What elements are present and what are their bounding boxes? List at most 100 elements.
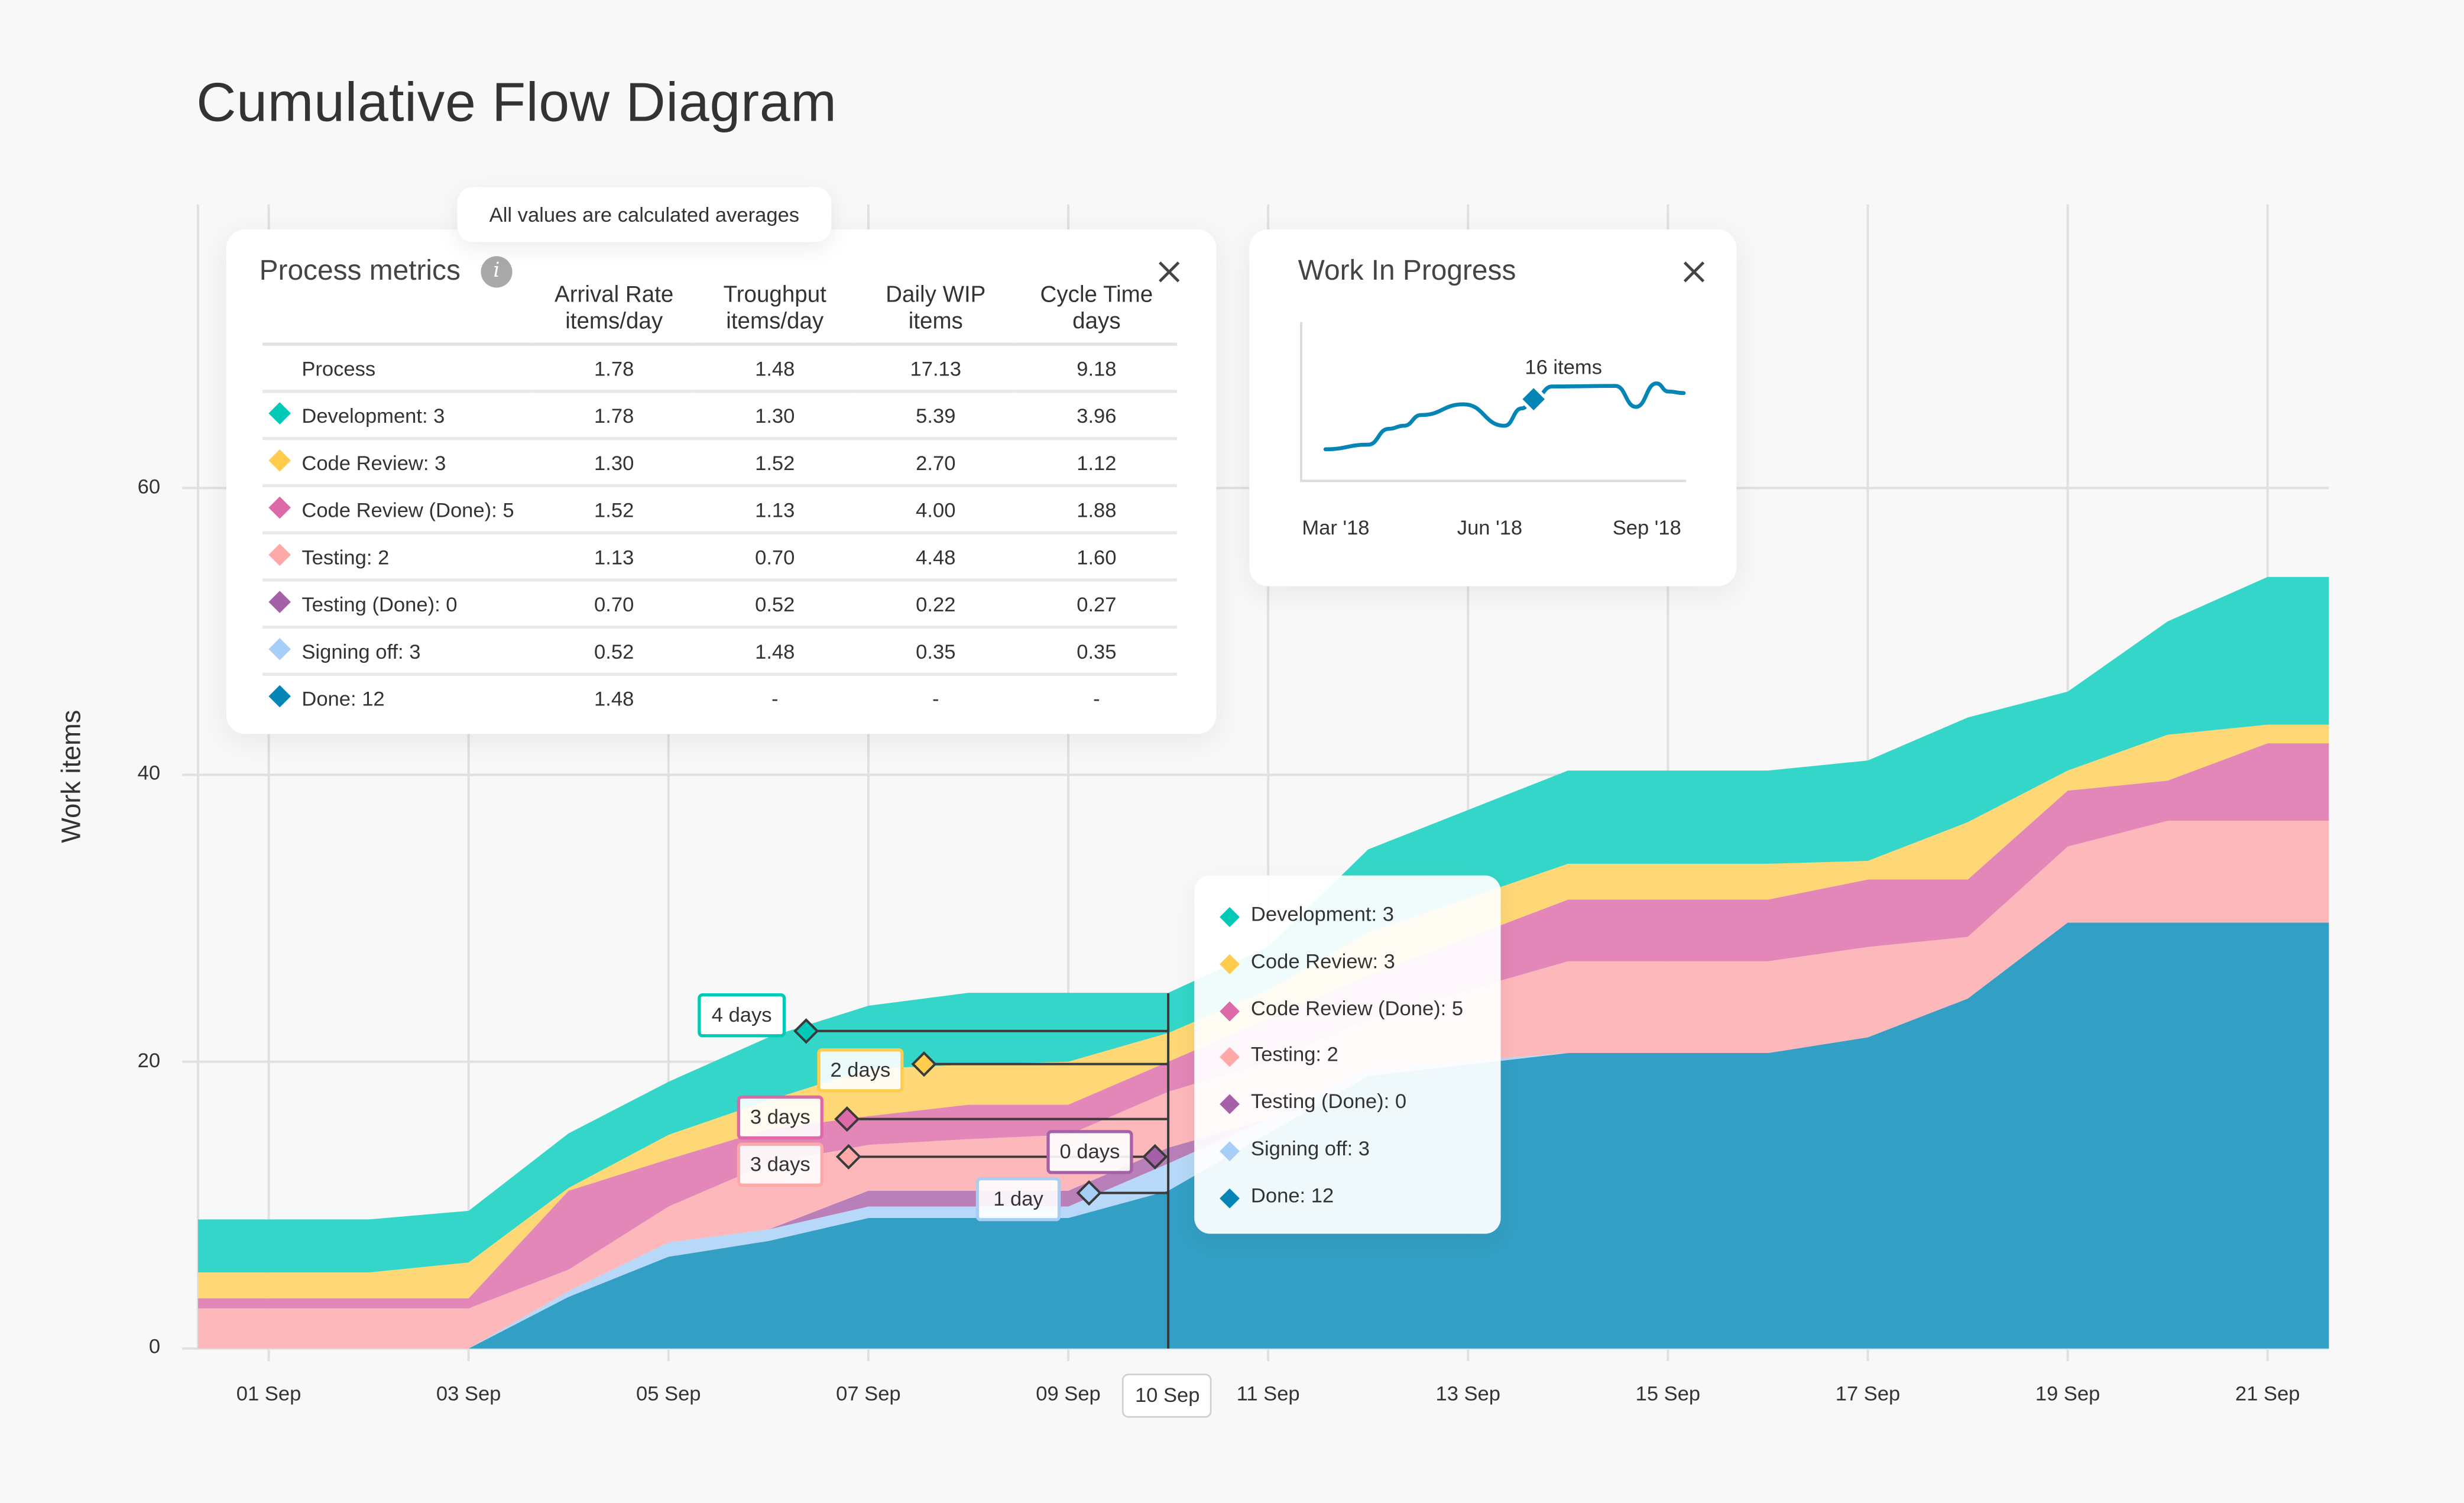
cell-arrival: 1.30	[533, 438, 695, 488]
column-header-text: items/day	[565, 309, 663, 335]
row-label: Done: 12	[301, 686, 385, 710]
cell-wip: 4.48	[855, 533, 1016, 582]
table-row: Testing (Done): 0 0.70 0.52 0.22 0.27	[262, 579, 1177, 629]
column-header-text: Cycle Time	[1040, 283, 1153, 309]
cell-throughput: 0.70	[694, 533, 855, 582]
table-row: Development: 3 1.78 1.30 5.39 3.96	[262, 391, 1177, 440]
column-header-text: Troughput	[723, 283, 826, 309]
column-header: Arrival Rate items/day	[533, 280, 695, 346]
table-row: Code Review (Done): 5 1.52 1.13 4.00 1.88	[262, 485, 1177, 535]
annotation-diamond-marker[interactable]	[835, 1144, 862, 1170]
cell-cycle: 1.88	[1016, 485, 1177, 535]
x-tick-label: 13 Sep	[1435, 1381, 1500, 1405]
cell-cycle: 1.60	[1016, 533, 1177, 582]
cell-arrival: 0.70	[533, 579, 695, 629]
column-header-text: days	[1072, 309, 1121, 335]
x-tick-label: 09 Sep	[1036, 1381, 1101, 1405]
cell-cycle: 1.12	[1016, 438, 1177, 488]
cell-throughput: 0.52	[694, 579, 855, 629]
area-series-6	[197, 576, 2329, 1273]
legend-diamond-icon	[1220, 907, 1240, 927]
cell-cycle: -	[1093, 686, 1100, 710]
row-label: Testing (Done): 0	[301, 591, 458, 616]
stage-diamond-icon	[268, 449, 291, 472]
stage-diamond-icon	[268, 591, 291, 613]
stage-diamond-icon	[268, 402, 291, 425]
table-row: Process 1.78 1.48 17.13 9.18	[262, 344, 1177, 393]
legend-item: Testing (Done): 0	[1250, 1089, 1407, 1113]
row-label: Code Review (Done): 5	[301, 497, 514, 521]
legend-diamond-icon	[1220, 1094, 1240, 1115]
x-tick-label: 01 Sep	[236, 1381, 301, 1405]
x-tick-label: 07 Sep	[836, 1381, 901, 1405]
cycle-time-label: 1 day	[975, 1177, 1061, 1222]
legend-item: Testing: 2	[1250, 1042, 1338, 1067]
annotation-diamond-marker[interactable]	[834, 1106, 860, 1132]
cell-cycle: 3.96	[1016, 391, 1177, 440]
process-metrics-table: Arrival Rate items/day Troughput items/day D…	[262, 280, 1177, 720]
cycle-time-label: 3 days	[737, 1142, 824, 1187]
legend-item: Done: 12	[1250, 1183, 1334, 1207]
x-tick-label: 15 Sep	[1635, 1381, 1701, 1405]
cell-arrival: 1.48	[594, 686, 634, 710]
cell-throughput: 1.13	[694, 485, 855, 535]
x-tick-label: 19 Sep	[2035, 1381, 2100, 1405]
cell-wip: -	[932, 686, 939, 710]
column-header: Cycle Time days	[1016, 280, 1177, 346]
annotation-diamond-marker[interactable]	[1142, 1144, 1168, 1170]
annotation-diamond-marker[interactable]	[793, 1018, 819, 1044]
page-title: Cumulative Flow Diagram	[196, 72, 837, 134]
cell-throughput: 1.52	[694, 438, 855, 488]
row-label: Signing off: 3	[301, 639, 421, 663]
column-header	[262, 280, 534, 346]
cycle-time-label: 2 days	[817, 1048, 904, 1093]
table-row: Done: 12 1.48 - - -	[262, 674, 1177, 720]
cycle-time-label: 0 days	[1046, 1130, 1133, 1174]
cell-cycle: 9.18	[1016, 344, 1177, 393]
close-icon[interactable]	[1156, 260, 1182, 285]
area-series-0	[197, 922, 2329, 1349]
table-row: Testing: 2 1.13 0.70 4.48 1.60	[262, 533, 1177, 582]
cell-wip: 2.70	[855, 438, 1016, 488]
column-header: Troughput items/day	[694, 280, 855, 346]
legend-diamond-icon	[1220, 954, 1240, 974]
y-tick-label: 40	[137, 760, 161, 785]
work-in-progress-panel: Work In Progress	[1249, 229, 1737, 587]
cell-wip: 17.13	[855, 344, 1016, 393]
x-tick-label-highlighted: 10 Sep	[1122, 1374, 1212, 1418]
cell-throughput: -	[771, 686, 779, 710]
cell-arrival: 1.78	[533, 391, 695, 440]
annotation-diamond-marker[interactable]	[1076, 1180, 1102, 1206]
cell-arrival: 1.78	[533, 344, 695, 393]
stage-diamond-icon	[268, 496, 291, 519]
y-tick-label: 20	[137, 1047, 161, 1071]
column-header-text: Arrival Rate	[555, 283, 674, 309]
x-tick-label: 03 Sep	[436, 1381, 501, 1405]
table-row: Signing off: 3 0.52 1.48 0.35 0.35	[262, 627, 1177, 676]
cycle-time-label: 4 days	[698, 993, 786, 1038]
x-tick-label: 11 Sep	[1236, 1381, 1300, 1405]
annotation-diamond-marker[interactable]	[911, 1051, 937, 1077]
column-header-text: items	[908, 309, 963, 335]
cell-wip: 0.22	[855, 579, 1016, 629]
x-tick-label: 21 Sep	[2235, 1381, 2300, 1405]
close-icon[interactable]	[1681, 260, 1707, 285]
x-tick-label: 17 Sep	[1835, 1381, 1901, 1405]
row-label: Development: 3	[301, 403, 445, 427]
table-row: Code Review: 3 1.30 1.52 2.70 1.12	[262, 438, 1177, 488]
wip-title: Work In Progress	[1298, 254, 1516, 286]
cell-arrival: 1.52	[533, 485, 695, 535]
legend-item: Signing off: 3	[1250, 1136, 1370, 1160]
averages-tooltip: All values are calculated averages	[457, 187, 832, 242]
x-tick-label: 05 Sep	[636, 1381, 701, 1405]
legend-diamond-icon	[1220, 1188, 1240, 1209]
column-header: Daily WIP items	[855, 280, 1016, 346]
cell-throughput: 1.30	[694, 391, 855, 440]
y-tick-label: 60	[137, 474, 161, 498]
y-tick-label: 0	[148, 1334, 161, 1358]
cell-wip: 4.00	[855, 485, 1016, 535]
legend-item: Code Review (Done): 5	[1250, 996, 1464, 1020]
cycle-time-label: 3 days	[737, 1095, 824, 1140]
